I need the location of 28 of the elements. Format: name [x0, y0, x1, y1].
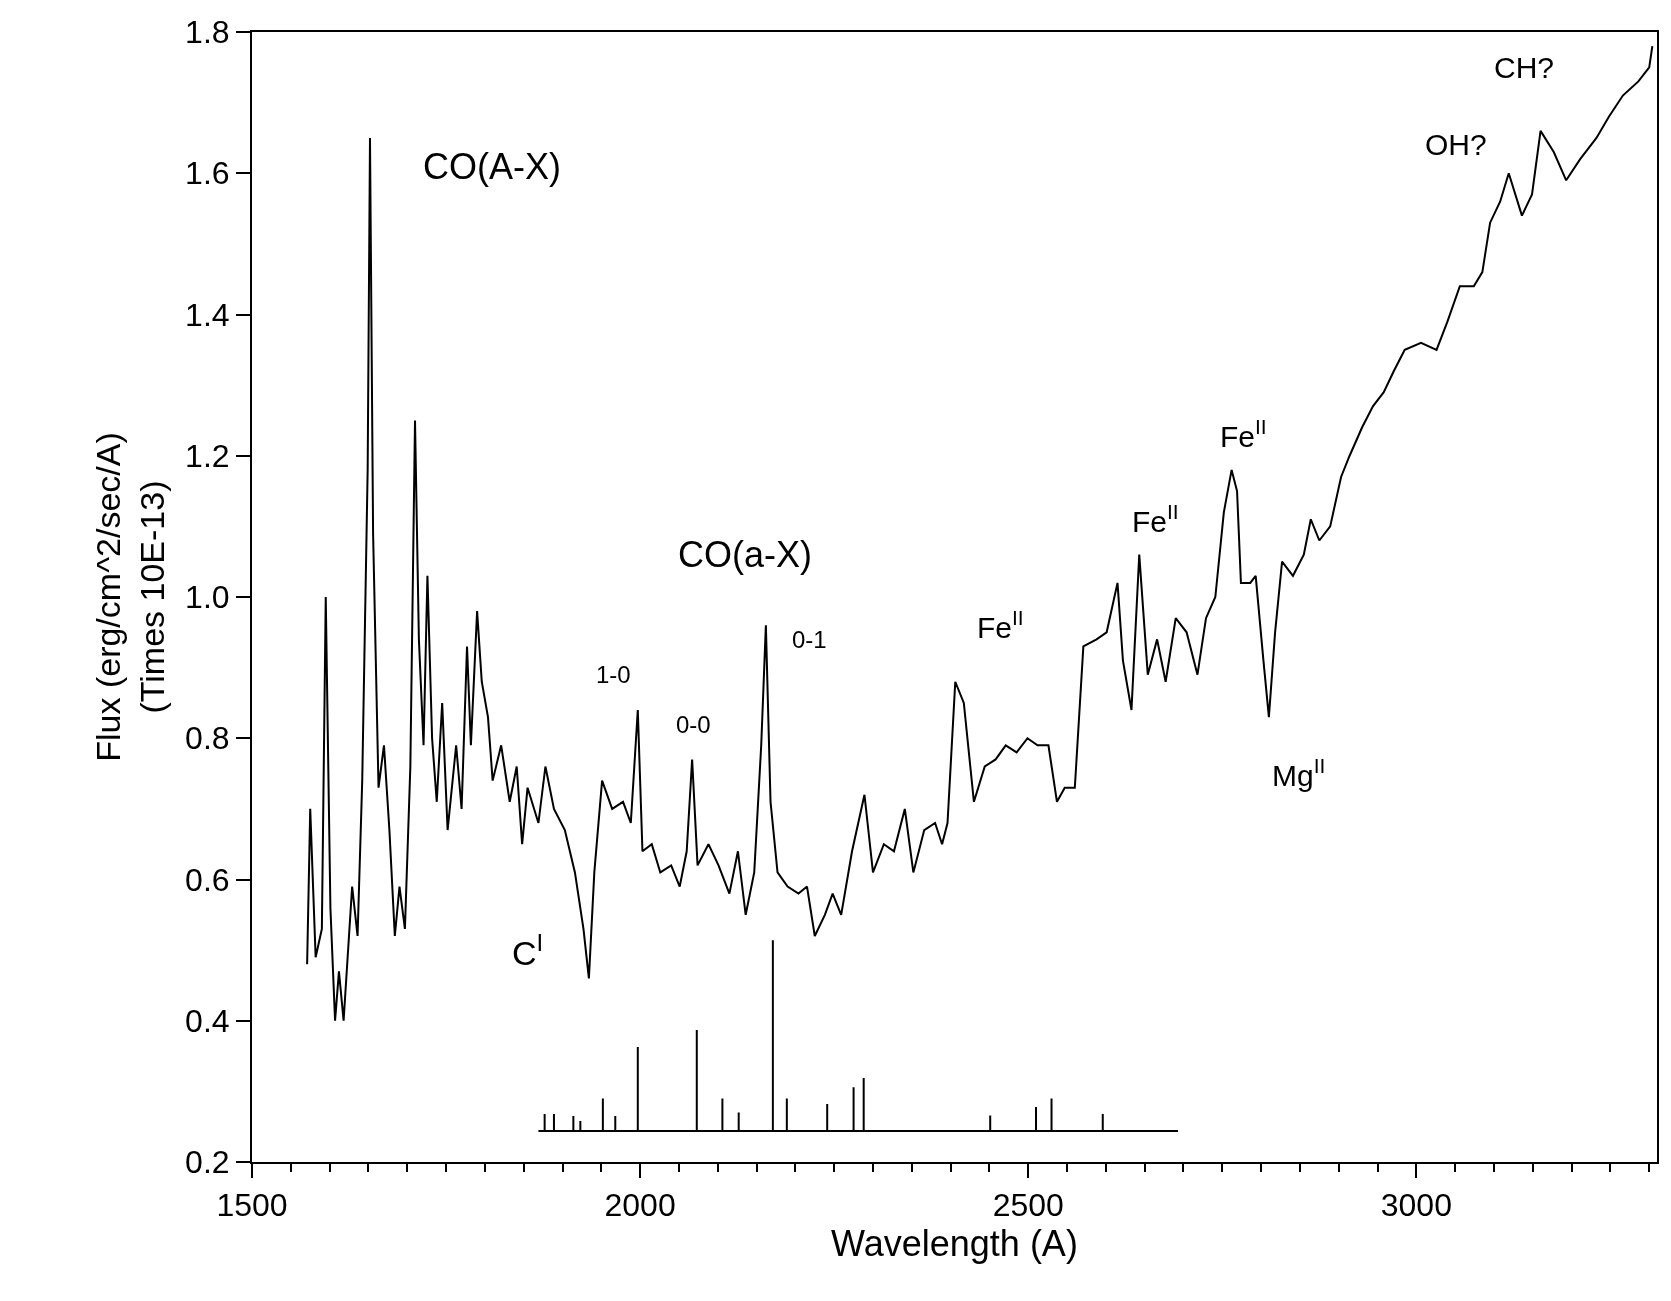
line-series [306, 45, 1654, 1022]
y-tick-label: 1.2 [185, 437, 230, 474]
annotation: Fe$^{II}$ [1132, 500, 1179, 538]
annotation: C$^{I}$ [512, 929, 544, 973]
annotation: 1-0 [596, 661, 631, 688]
x-tick-label: 1500 [216, 1187, 288, 1224]
x-axis-title: Wavelength (A) [831, 1223, 1078, 1265]
annotation: 0-1 [792, 626, 827, 653]
annotation: CO(A-X) [423, 146, 561, 187]
y-tick-label: 0.8 [185, 720, 230, 757]
y-tick-label: 0.6 [185, 861, 230, 898]
x-tick-label: 2500 [992, 1187, 1064, 1224]
annotation: Fe$^{II}$ [1220, 415, 1267, 453]
y-tick-label: 1.6 [185, 155, 230, 192]
annotation: OH? [1425, 128, 1487, 161]
y-tick-label: 0.2 [185, 1144, 230, 1181]
annotation: Mg$^{II}$ [1272, 754, 1326, 792]
annotation: 0-0 [676, 711, 711, 738]
y-tick-label: 0.4 [185, 1002, 230, 1039]
annotation: CO(a-X) [678, 534, 812, 575]
y-tick-label: 1.0 [185, 579, 230, 616]
y-axis-title: Flux (erg/cm^2/sec/A) (Times 10E-13) [89, 432, 172, 762]
annotation: CH? [1494, 51, 1555, 84]
y-tick-label: 1.8 [185, 14, 230, 51]
y-tick-label: 1.4 [185, 296, 230, 333]
x-tick-label: 3000 [1380, 1187, 1452, 1224]
x-tick-label: 2000 [604, 1187, 676, 1224]
annotation: Fe$^{II}$ [977, 606, 1024, 644]
